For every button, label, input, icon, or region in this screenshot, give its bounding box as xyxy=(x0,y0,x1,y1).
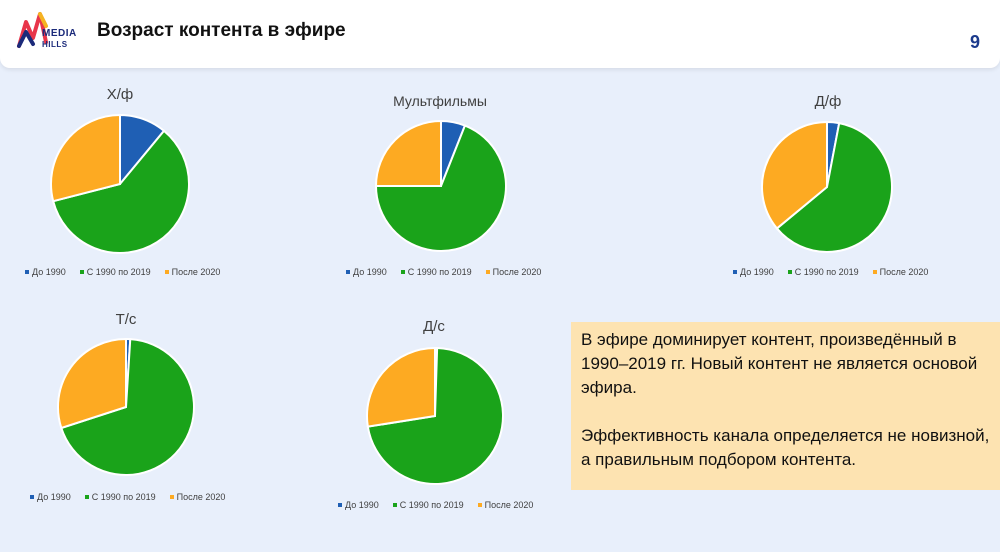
slice-1990-2019 xyxy=(60,338,195,476)
slice-1990-2019 xyxy=(51,129,190,254)
legend-item-before-1990: До 1990 xyxy=(346,267,387,277)
chart-title: Х/ф xyxy=(106,86,134,103)
legend-item-before-1990: До 1990 xyxy=(338,500,379,510)
slice-after-2020 xyxy=(761,120,828,230)
slice-1990-2019 xyxy=(775,121,893,253)
chart-title: Мультфильмы xyxy=(393,93,487,109)
slice-after-2020 xyxy=(366,346,436,428)
legend-item-1990-2019: С 1990 по 2019 xyxy=(84,492,156,502)
chart-legend: До 1990 С 1990 по 2019 После 2020 xyxy=(25,267,220,277)
legend-item-after-2020: После 2020 xyxy=(164,267,220,277)
summary-note: В эфире доминирует контент, произведённы… xyxy=(571,322,1000,490)
legend-item-before-1990: До 1990 xyxy=(25,267,66,277)
pie-chart-ts xyxy=(57,337,195,476)
slice-after-2020 xyxy=(374,119,442,187)
legend-item-after-2020: После 2020 xyxy=(485,267,541,277)
slide-header: MEDIA HILLS Возраст контента в эфире 9 xyxy=(0,0,1000,68)
legend-item-before-1990: До 1990 xyxy=(30,492,71,502)
note-paragraph-2: Эффективность канала определяется не нов… xyxy=(581,426,990,469)
chart-legend: До 1990 С 1990 по 2019 После 2020 xyxy=(30,492,225,502)
chart-legend: До 1990 С 1990 по 2019 После 2020 xyxy=(346,267,541,277)
chart-title: Д/ф xyxy=(814,93,842,110)
legend-item-before-1990: До 1990 xyxy=(733,267,774,277)
page-title: Возраст контента в эфире xyxy=(97,20,346,41)
logo-text-hills: HILLS xyxy=(42,40,68,49)
slice-after-2020 xyxy=(57,337,127,430)
note-paragraph-1: В эфире доминирует контент, произведённы… xyxy=(581,330,978,397)
chart-legend: До 1990 С 1990 по 2019 После 2020 xyxy=(338,500,533,510)
chart-title: Д/с xyxy=(423,318,445,335)
media-hills-logo xyxy=(17,12,48,48)
logo-text-media: MEDIA xyxy=(42,28,77,39)
pie-chart-ds xyxy=(366,346,504,485)
chart-legend: До 1990 С 1990 по 2019 После 2020 xyxy=(733,267,928,277)
legend-item-1990-2019: С 1990 по 2019 xyxy=(79,267,151,277)
slice-after-2020 xyxy=(50,113,121,203)
pie-chart-df xyxy=(761,120,893,253)
legend-item-1990-2019: С 1990 по 2019 xyxy=(392,500,464,510)
pie-chart-cartoons xyxy=(374,119,507,252)
legend-item-after-2020: После 2020 xyxy=(872,267,928,277)
page-number: 9 xyxy=(969,32,980,52)
legend-item-after-2020: После 2020 xyxy=(477,500,533,510)
legend-item-1990-2019: С 1990 по 2019 xyxy=(787,267,859,277)
slice-1990-2019 xyxy=(374,124,507,252)
pie-chart-hf xyxy=(50,113,190,254)
legend-item-1990-2019: С 1990 по 2019 xyxy=(400,267,472,277)
chart-title: Т/с xyxy=(115,311,137,328)
legend-item-after-2020: После 2020 xyxy=(169,492,225,502)
